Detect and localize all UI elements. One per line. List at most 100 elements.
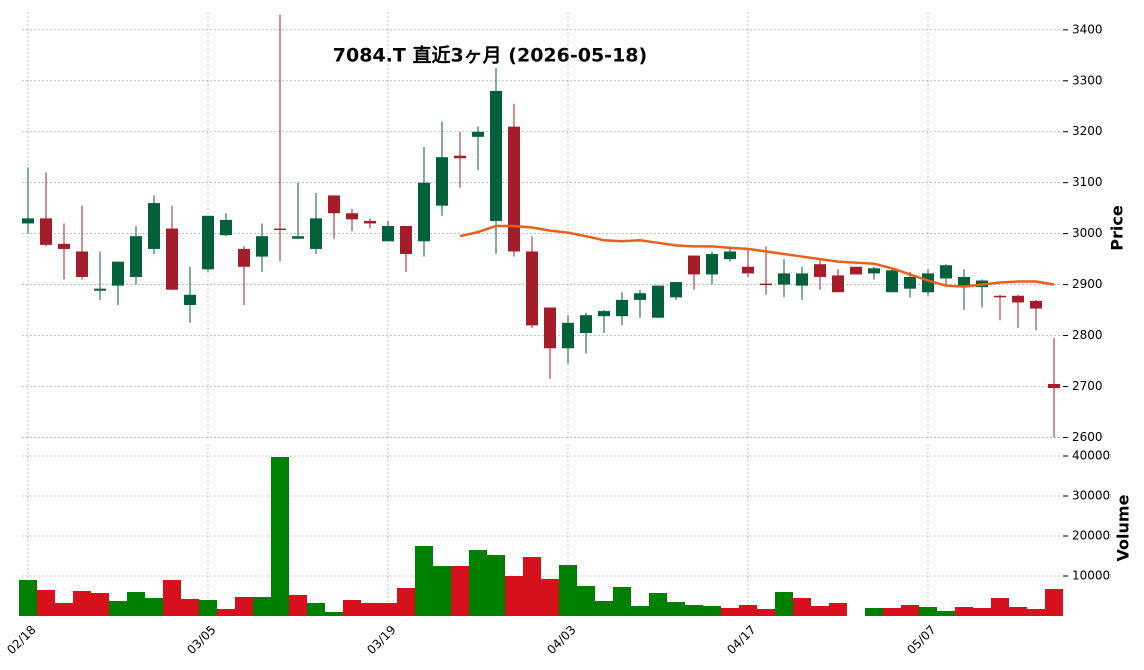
- candle-body: [868, 268, 880, 274]
- volume-bar: [217, 609, 235, 616]
- candle-body: [328, 195, 340, 214]
- candle-body: [814, 264, 826, 277]
- volume-bar: [1027, 609, 1045, 616]
- candle-body: [742, 266, 754, 274]
- y-tick-label: 3400: [1072, 22, 1103, 36]
- volume-bar: [469, 550, 487, 616]
- candle-body: [508, 126, 520, 252]
- candle-body: [346, 213, 358, 220]
- volume-bar: [631, 606, 649, 616]
- volume-bar: [451, 566, 469, 616]
- candle-body: [796, 273, 808, 286]
- volume-bar: [757, 609, 775, 616]
- candle-body: [706, 254, 718, 275]
- candle-body: [292, 236, 304, 239]
- candle-body: [1012, 295, 1024, 303]
- candle-body: [526, 251, 538, 326]
- x-tick-label: 03/19: [364, 623, 398, 657]
- volume-bar: [991, 598, 1009, 616]
- y-tick-label: 2800: [1072, 328, 1103, 342]
- candle-body: [454, 155, 466, 159]
- volume-bar: [541, 579, 559, 616]
- candle-body: [184, 294, 196, 305]
- y-tick-label: 2600: [1072, 430, 1103, 444]
- volume-bar: [667, 602, 685, 616]
- candle-body: [202, 215, 214, 270]
- volume-bar: [55, 603, 73, 616]
- candle-body: [724, 251, 736, 260]
- y-tick-label: 10000: [1072, 569, 1110, 583]
- y-tick-label: 30000: [1072, 489, 1110, 503]
- candle-body: [130, 236, 142, 277]
- candle-body: [778, 273, 790, 285]
- volume-bar: [19, 580, 37, 616]
- x-tick-label: 03/05: [184, 623, 218, 657]
- volume-bar: [127, 592, 145, 616]
- candle-body: [418, 182, 430, 242]
- candle-body: [256, 236, 268, 257]
- candle-body: [166, 228, 178, 290]
- moving-average-line: [459, 224, 1055, 288]
- candle-body: [274, 228, 286, 231]
- volume-bar: [109, 601, 127, 616]
- volume-bar: [91, 593, 109, 616]
- y-tick-label: 3000: [1072, 226, 1103, 240]
- volume-bar: [721, 608, 739, 616]
- volume-bar: [145, 598, 163, 616]
- candle-body: [670, 282, 682, 298]
- candle-body: [364, 220, 376, 224]
- x-tick-label: 02/18: [4, 623, 38, 657]
- candle-body: [310, 218, 322, 249]
- y-tick-label: 3300: [1072, 73, 1103, 87]
- candle-body: [76, 251, 88, 277]
- volume-bar: [739, 605, 757, 616]
- candle-body: [490, 90, 502, 221]
- volume-bar: [73, 591, 91, 616]
- volume-bar: [163, 580, 181, 616]
- candle-body: [238, 248, 250, 267]
- candle-body: [886, 270, 898, 293]
- candle-body: [994, 295, 1006, 298]
- volume-bar: [289, 595, 307, 616]
- volume-bar: [919, 607, 937, 616]
- volume-bar: [649, 593, 667, 616]
- candle-body: [22, 218, 34, 224]
- y-tick-label: 3100: [1072, 175, 1103, 189]
- volume-bar: [577, 586, 595, 616]
- candle-body: [94, 288, 106, 291]
- candle-body: [580, 315, 592, 333]
- volume-bar: [613, 587, 631, 616]
- candle-body: [112, 261, 124, 286]
- volume-bar: [415, 546, 433, 616]
- y-axis-label: Volume: [1114, 494, 1133, 561]
- candle-body: [382, 226, 394, 242]
- candle-body: [832, 275, 844, 293]
- volume-bar: [379, 603, 397, 616]
- candle-body: [562, 322, 574, 349]
- volume-bar: [523, 557, 541, 616]
- candle-body: [400, 226, 412, 255]
- y-tick-label: 3200: [1072, 124, 1103, 138]
- candle-body: [58, 243, 70, 249]
- chart-title: 7084.T 直近3ヶ月 (2026-05-18): [333, 44, 647, 67]
- volume-bar: [901, 605, 919, 616]
- volume-bar: [937, 611, 955, 616]
- x-tick-label: 04/17: [724, 623, 758, 657]
- y-tick-label: 2700: [1072, 379, 1103, 393]
- volume-bar: [775, 592, 793, 616]
- y-axis-label: Price: [1108, 205, 1127, 251]
- volume-bar: [37, 590, 55, 616]
- volume-bar: [361, 603, 379, 616]
- candle-body: [148, 203, 160, 249]
- candle-body: [634, 293, 646, 300]
- x-tick-label: 04/03: [544, 623, 578, 657]
- volume-bar: [829, 603, 847, 616]
- candle-body: [652, 285, 664, 318]
- volume-bar: [181, 599, 199, 616]
- y-tick-label: 40000: [1072, 449, 1110, 463]
- volume-bar: [1009, 607, 1027, 616]
- volume-bar: [955, 607, 973, 616]
- volume-bar: [703, 606, 721, 616]
- candle-body: [40, 218, 52, 245]
